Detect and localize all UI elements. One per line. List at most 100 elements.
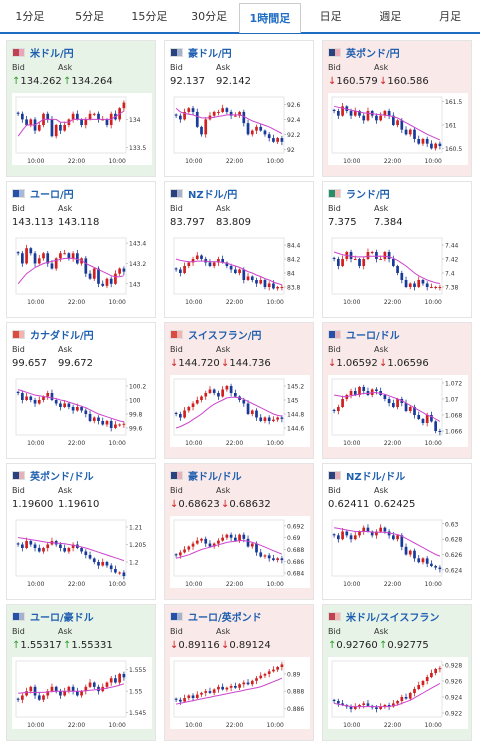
candle-body: [425, 558, 429, 564]
price-chart[interactable]: 0.692 0.69 0.688 0.686 0.684 10:00 22:00 10:00: [170, 516, 310, 588]
candle-body: [200, 692, 203, 695]
candle-body: [16, 698, 20, 700]
candle-body: [84, 686, 88, 692]
x-tick-label: 22:00: [384, 158, 401, 165]
price-chart[interactable]: 1.555 1.55 1.545 10:00 22:00 10:00: [12, 657, 152, 729]
rate-card[interactable]: ランド/円 Bid Ask 7.375 7.384 7.44 7.42 7.4 7.38 10:0…: [322, 181, 472, 318]
bid-number: 83.797: [170, 217, 205, 228]
tab-2[interactable]: 15分足: [131, 10, 168, 23]
plot-area: [15, 378, 127, 436]
candle-body: [118, 572, 122, 574]
rate-card[interactable]: ユーロ/円 Bid Ask 143.113 143.118 143.4 143.2 143 10…: [6, 181, 156, 318]
ask-value: ↓0.68632: [221, 499, 271, 510]
candle-body: [59, 544, 62, 548]
pair-link[interactable]: ユーロ/円: [30, 189, 74, 201]
rate-card[interactable]: NZドル/ドル Bid Ask 0.62411 0.62425 0.63 0.628 0.62…: [322, 463, 472, 600]
tab-0[interactable]: 1分足: [15, 10, 45, 23]
rate-card[interactable]: スイスフラン/円 Bid Ask ↓144.720 ↓144.736 145.2 145 14…: [164, 322, 314, 459]
rate-card[interactable]: 米ドル/スイスフラン Bid Ask ↑0.92760 ↑0.92775 0.928 0.9…: [322, 604, 472, 741]
price-chart[interactable]: 134 133.5 10:00 22:00 10:00: [12, 93, 152, 165]
candle-body: [434, 669, 438, 673]
pair-link[interactable]: スイスフラン/円: [188, 330, 262, 342]
pair-link[interactable]: 豪ドル/ドル: [188, 471, 242, 483]
candle-body: [421, 280, 425, 284]
tab-5[interactable]: 日足: [319, 10, 342, 23]
tab-1[interactable]: 5分足: [75, 10, 105, 23]
plot-area: [331, 378, 443, 436]
price-chart[interactable]: 100.2 100 99.8 99.6 10:00 22:00 10:00: [12, 375, 152, 447]
tab-6[interactable]: 週足: [379, 10, 402, 23]
candle-body: [336, 259, 340, 266]
price-chart[interactable]: 1.072 1.07 1.068 1.066 10:00 22:00 10:00: [328, 375, 468, 447]
price-chart[interactable]: 161.5 161 160.5 10:00 22:00 10:00: [328, 93, 468, 165]
candle-body: [183, 698, 186, 702]
candle-body: [336, 535, 340, 540]
pair-link[interactable]: 英ポンド/円: [346, 48, 400, 60]
plot-area: [331, 519, 443, 577]
x-tick-label: 10:00: [343, 440, 360, 447]
price-chart[interactable]: 0.89 0.888 0.886 10:00 22:00 10:00: [170, 657, 310, 729]
rate-card[interactable]: カナダドル/円 Bid Ask 99.657 99.672 100.2 100 99.8 99.…: [6, 322, 156, 459]
candle-body: [383, 705, 387, 707]
candle-body: [16, 543, 20, 545]
pair-link[interactable]: 豪ドル/円: [188, 48, 232, 60]
pair-link[interactable]: ユーロ/英ポンド: [188, 612, 262, 624]
pair-link[interactable]: 米ドル/スイスフラン: [346, 612, 440, 624]
x-tick-label: 10:00: [343, 299, 360, 306]
tab-3[interactable]: 30分足: [191, 10, 228, 23]
candle-body: [267, 555, 271, 559]
y-tick-label: 145: [287, 398, 299, 405]
price-chart[interactable]: 145.2 145 144.8 144.6 10:00 22:00 10:00: [170, 375, 310, 447]
rate-card[interactable]: 豪ドル/ドル Bid Ask ↓0.68623 ↓0.68632 0.692 0.69 0.6…: [164, 463, 314, 600]
card-header: 英ポンド/円: [328, 46, 400, 60]
bid-label: Bid: [170, 345, 183, 354]
pair-link[interactable]: ランド/円: [346, 189, 390, 201]
price-chart[interactable]: 7.44 7.42 7.4 7.38 10:00 22:00 10:00: [328, 234, 468, 306]
price-chart[interactable]: 1.21 1.205 1.2 10:00 22:00 10:00: [12, 516, 152, 588]
ask-label: Ask: [374, 204, 389, 213]
price-chart[interactable]: 0.63 0.628 0.626 0.624 10:00 22:00 10:00: [328, 516, 468, 588]
rate-card[interactable]: ユーロ/ドル Bid Ask ↓1.06592 ↓1.06596 1.072 1.07 1.0…: [322, 322, 472, 459]
rate-card[interactable]: 英ポンド/円 Bid Ask ↓160.579 ↓160.586 161.5 161 160.…: [322, 40, 472, 177]
candle-body: [358, 705, 361, 707]
pair-link[interactable]: NZドル/円: [188, 189, 238, 201]
ask-number: 0.92775: [387, 640, 429, 651]
candle-body: [276, 138, 280, 142]
candle-body: [208, 389, 212, 393]
flag-icon: [328, 188, 341, 198]
rate-card[interactable]: 英ポンド/ドル Bid Ask 1.19600 1.19610 1.21 1.205 1.2 1…: [6, 463, 156, 600]
candle-body: [404, 280, 408, 287]
ask-number: 1.55331: [71, 640, 113, 651]
tab-4[interactable]: 1時間足: [239, 3, 301, 33]
candle-body: [63, 691, 67, 696]
rate-card[interactable]: NZドル/円 Bid Ask 83.797 83.809 84.4 84.2 84 83.8 10…: [164, 181, 314, 318]
rate-card[interactable]: 米ドル/円 Bid Ask ↑134.262 ↑134.264 134 133.5 10:00…: [6, 40, 156, 177]
candle-body: [341, 106, 344, 116]
rate-card[interactable]: ユーロ/豪ドル Bid Ask ↑1.55317 ↑1.55331 1.555 1.55 1.…: [6, 604, 156, 741]
candle-body: [101, 421, 105, 425]
pair-link[interactable]: 英ポンド/ドル: [30, 471, 94, 483]
tab-7[interactable]: 月足: [439, 10, 462, 23]
price-chart[interactable]: 84.4 84.2 84 83.8 10:00 22:00 10:00: [170, 234, 310, 306]
price-chart[interactable]: 92.6 92.4 92.2 92 10:00 22:00 10:00: [170, 93, 310, 165]
pair-link[interactable]: カナダドル/円: [30, 330, 94, 342]
candle-body: [272, 138, 275, 142]
candle-body: [272, 558, 275, 561]
candle-body: [50, 686, 54, 692]
pair-link[interactable]: ユーロ/豪ドル: [30, 612, 94, 624]
pair-link[interactable]: NZドル/ドル: [346, 471, 406, 483]
candle-body: [101, 283, 105, 286]
pair-link[interactable]: 米ドル/円: [30, 48, 74, 60]
candle-body: [400, 273, 404, 280]
pair-link[interactable]: ユーロ/ドル: [346, 330, 400, 342]
arrow-down-icon: ↓: [221, 499, 230, 510]
rate-card[interactable]: 豪ドル/円 Bid Ask 92.137 92.142 92.6 92.4 92.2 92 10:…: [164, 40, 314, 177]
rate-card[interactable]: ユーロ/英ポンド Bid Ask ↓0.89116 ↓0.89124 0.89 0.888 0…: [164, 604, 314, 741]
x-tick-label: 10:00: [343, 581, 360, 588]
price-chart[interactable]: 143.4 143.2 143 10:00 22:00 10:00: [12, 234, 152, 306]
price-chart[interactable]: 0.928 0.926 0.924 0.922 10:00 22:00 10:00: [328, 657, 468, 729]
y-tick-label: 0.688: [287, 547, 304, 554]
bid-value: ↑134.262: [12, 76, 62, 87]
